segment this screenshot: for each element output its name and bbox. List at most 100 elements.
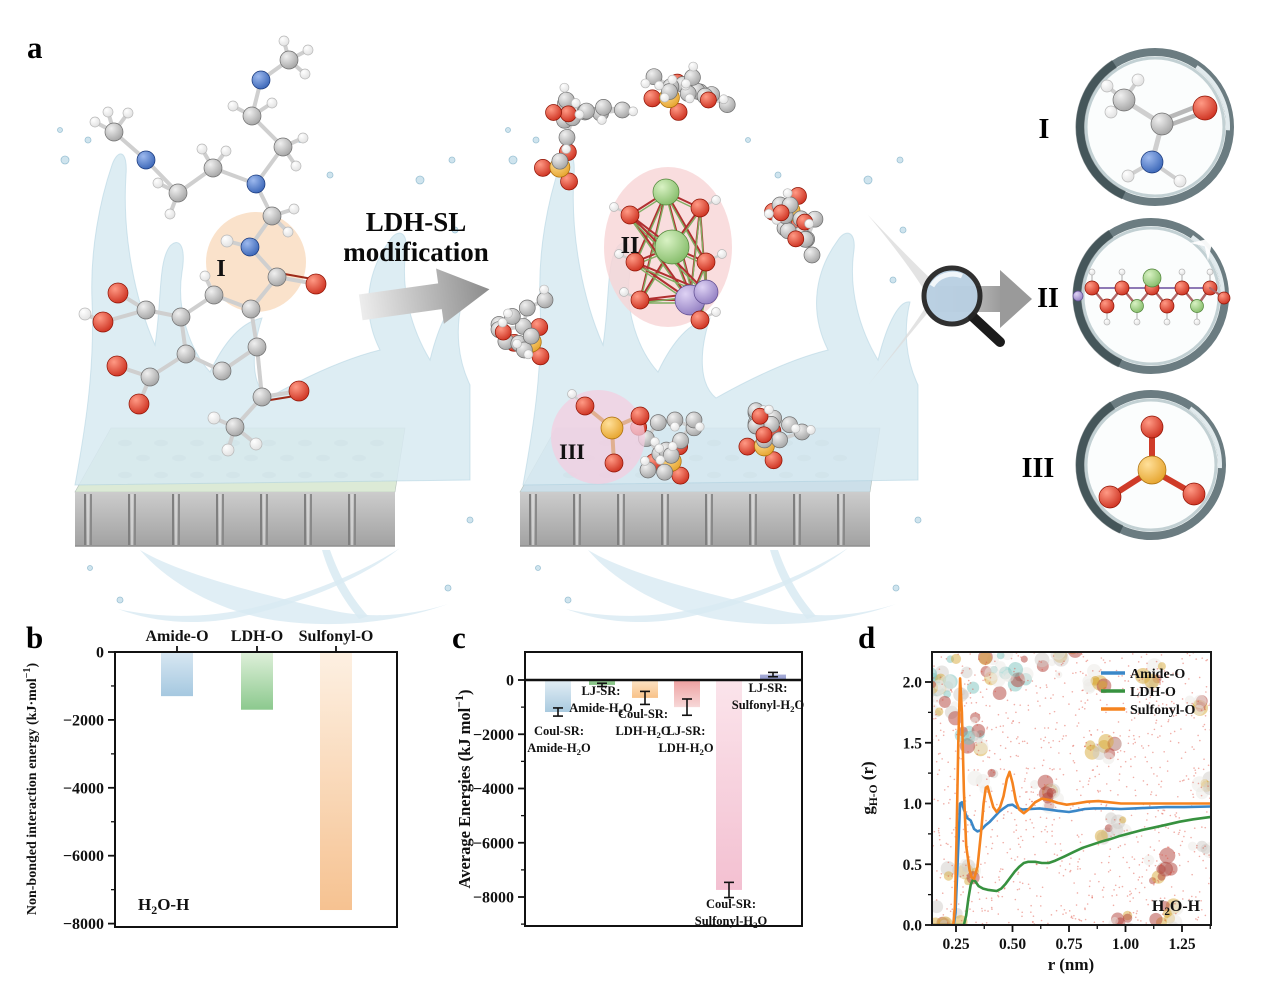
y-tick-label: −6000 [63,848,104,865]
h-atom [302,44,314,56]
site-label-II: II [621,233,640,259]
x-tick-label: 1.00 [1112,936,1139,953]
h-atom [681,78,691,89]
md-snapshot-background [932,652,1211,925]
y-tick-label: −4000 [473,781,514,798]
h-atom [711,307,721,317]
c-atom [558,129,576,146]
c-atom [595,99,612,116]
c-atom [242,106,262,126]
y-axis-label: Average Energies (kJ mol−1) [452,690,474,889]
sparkle-glint [1190,225,1226,261]
o-atom [560,172,578,191]
h-atom [523,349,534,360]
panel-a-letter: a [27,30,43,65]
o-atom [305,273,327,295]
h-atom [764,404,774,415]
c-atom [1112,88,1136,112]
h-atom [763,208,774,219]
modification-arrow [358,268,490,324]
c-atom [522,327,540,345]
o-atom [620,205,640,225]
h-atom [804,218,814,229]
bar-label: Coul-SR: [618,707,668,721]
bar-label: Coul-SR: [534,724,584,738]
error-bar [724,881,734,899]
y-tick-label: 0.5 [903,857,923,874]
legend: Amide-O LDH-O Sulfonyl-O [1101,667,1195,718]
o-atom [1192,95,1218,121]
c-atom [649,414,667,431]
bar-label: LJ-SR: [749,681,788,695]
o-atom [751,407,769,425]
y-tick-label: −2000 [63,712,104,729]
zoom-callout [868,215,1032,385]
bar-label: Sulfonyl-H2O [695,914,768,930]
h-atom [164,208,176,220]
inset-label-III: III [1022,453,1055,484]
h-atom [782,188,793,199]
x-tick-label: 1.25 [1168,936,1195,953]
o-atom [1182,482,1206,506]
o-atom [690,198,710,218]
c-atom [252,387,272,407]
o-atom [764,451,783,470]
h-atom [667,441,678,452]
sl-fragment [763,187,824,264]
h-atom [670,421,680,432]
y-axis-label: gH-O (r) [858,761,880,814]
c-atom [168,183,188,203]
c-atom [104,122,124,142]
s-atom [600,416,624,440]
inset-sulfonyl [1075,389,1227,541]
sl-fragment [534,82,638,191]
sl-fragment [630,411,705,485]
c-atom [262,206,282,226]
panel-c-letter: c [452,620,466,655]
h-atom [1121,169,1135,183]
o-atom [625,252,645,272]
h-atom [655,455,666,465]
modification-text-line2: modification [343,237,489,267]
h-atom [640,456,650,466]
y-tick-label: 0 [96,645,104,662]
o-atom [787,230,805,248]
o-atom [1140,415,1164,439]
c-atom [225,417,245,437]
h-atom [649,436,660,447]
h-atom [278,35,290,47]
n-atom [1140,150,1164,174]
panel-b-letter: b [26,620,44,655]
h-atom [249,437,263,451]
h-atom [78,307,92,321]
o-atom [643,89,662,108]
c-atom [613,101,631,119]
h-atom [512,338,522,349]
bar-label: Sulfonyl-H2O [732,698,805,714]
c-atom [212,361,232,381]
h-atom [567,389,577,399]
c-atom [171,307,191,327]
error-bar [768,671,778,678]
bar-label: Coul-SR: [706,897,756,911]
x-tick-label: 0.25 [942,936,969,953]
mg-atom [1190,299,1204,313]
h-atom [199,270,211,282]
c-atom [645,68,663,86]
h-atom [694,421,705,432]
magnifier-icon [921,265,1005,347]
o-atom [107,282,129,304]
o-atom [1217,291,1231,305]
h-atom [790,423,801,434]
h-atom [1118,268,1126,276]
legend-label: Sulfonyl-O [1130,703,1195,718]
c-atom [273,137,293,157]
h-atom [1104,105,1118,119]
y-tick-label: −4000 [63,780,104,797]
h-atom [654,80,665,91]
h-atom [497,317,508,328]
error-bar [640,690,650,706]
h-atom [711,195,721,205]
series-LDH-O [932,815,1211,925]
o-atom [575,396,595,416]
